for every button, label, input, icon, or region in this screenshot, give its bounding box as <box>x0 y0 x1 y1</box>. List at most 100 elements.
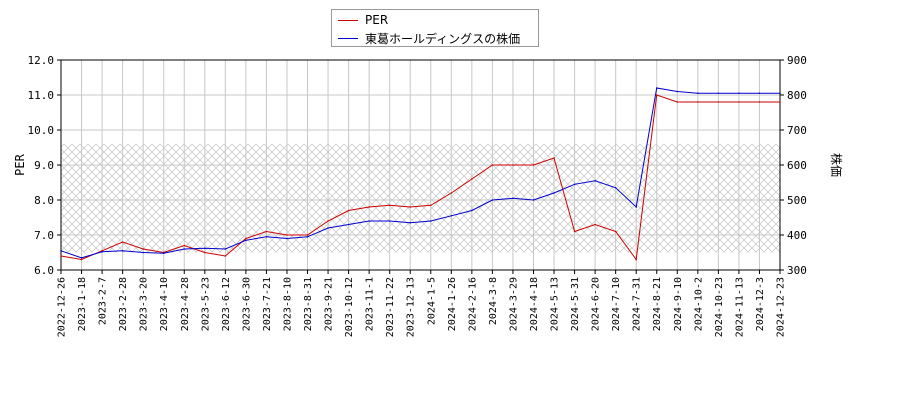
x-tick-label: 2023-8-10 <box>282 277 293 331</box>
x-tick-label: 2024-10-23 <box>714 277 725 337</box>
data-point-price <box>655 87 658 89</box>
data-point-price <box>450 214 453 217</box>
x-tick-label: 2024-5-31 <box>570 277 581 331</box>
data-point-price <box>717 92 720 95</box>
data-point-price <box>204 247 206 250</box>
data-point-per <box>450 192 453 194</box>
x-tick-label: 2023-8-31 <box>303 277 314 331</box>
x-tick-label: 2024-10-2 <box>693 277 704 331</box>
data-point-price <box>738 92 740 95</box>
legend: PER 東葛ホールディングスの株価 <box>331 9 539 47</box>
data-point-price <box>553 192 555 194</box>
data-point-per <box>347 209 350 212</box>
data-point-per <box>286 234 288 236</box>
data-point-per <box>532 164 535 166</box>
data-point-per <box>265 230 268 233</box>
data-point-per <box>183 244 186 247</box>
data-point-price <box>60 249 62 252</box>
y-left-tick-label: 6.0 <box>34 264 54 277</box>
data-point-per <box>614 230 617 233</box>
data-point-price <box>635 206 637 208</box>
data-point-per <box>142 248 144 250</box>
data-point-price <box>286 237 288 240</box>
legend-label-per: PER <box>365 13 389 27</box>
data-point-price <box>758 92 761 95</box>
data-point-price <box>676 90 679 93</box>
y-right-tick-label: 800 <box>787 89 807 102</box>
data-point-per <box>60 255 62 257</box>
data-point-per <box>738 101 740 103</box>
data-point-price <box>409 221 412 224</box>
x-tick-label: 2024-6-20 <box>591 277 602 331</box>
x-tick-label: 2024-9-10 <box>673 277 684 331</box>
x-tick-label: 2024-8-21 <box>652 277 663 331</box>
x-tick-label: 2023-3-20 <box>139 277 150 331</box>
data-point-per <box>409 206 412 208</box>
data-point-price <box>512 197 514 200</box>
data-point-per <box>512 164 514 166</box>
data-point-price <box>224 248 227 250</box>
data-point-per <box>327 220 329 222</box>
data-point-price <box>121 249 124 252</box>
data-point-price <box>162 252 165 254</box>
legend-label-price: 東葛ホールディングスの株価 <box>365 31 521 46</box>
data-point-per <box>121 241 124 243</box>
data-point-per <box>224 255 227 257</box>
y-right-axis-label: 株価 <box>829 153 844 177</box>
y-left-tick-label: 12.0 <box>28 54 55 67</box>
x-tick-label: 2024-7-10 <box>611 277 622 331</box>
legend-item-price: 東葛ホールディングスの株価 <box>338 30 520 46</box>
y-right-tick-label: 700 <box>787 124 807 137</box>
y-right-tick-label: 300 <box>787 264 807 277</box>
y-left-tick-label: 9.0 <box>34 159 54 172</box>
x-tick-label: 2024-3-29 <box>508 277 519 331</box>
data-point-price <box>614 186 617 189</box>
x-tick-label: 2023-10-12 <box>344 277 355 337</box>
data-point-per <box>471 178 473 180</box>
data-point-per <box>491 164 494 166</box>
x-tick-label: 2023-9-21 <box>324 277 335 331</box>
data-point-per <box>676 101 679 103</box>
x-tick-label: 2024-2-16 <box>467 277 478 331</box>
y-left-tick-label: 10.0 <box>28 124 55 137</box>
data-point-per <box>758 101 761 103</box>
data-point-price <box>471 209 473 212</box>
data-point-price <box>347 223 350 226</box>
legend-item-per: PER <box>338 12 388 28</box>
data-point-per <box>655 94 658 96</box>
x-tick-label: 2024-1-26 <box>447 277 458 331</box>
x-tick-label: 2024-12-3 <box>755 277 766 331</box>
data-point-price <box>306 235 309 238</box>
data-point-price <box>368 220 370 222</box>
y-right-tick-label: 400 <box>787 229 807 242</box>
x-tick-label: 2023-7-21 <box>262 277 273 331</box>
y-left-tick-label: 8.0 <box>34 194 54 207</box>
y-right-tick-label: 500 <box>787 194 807 207</box>
data-point-price <box>491 199 494 201</box>
data-point-per <box>779 101 781 103</box>
x-tick-label: 2023-11-22 <box>385 277 396 337</box>
x-tick-label: 2023-6-30 <box>241 277 252 331</box>
legend-swatch-per <box>338 19 358 21</box>
legend-swatch-price <box>338 37 358 39</box>
data-point-per <box>594 223 596 226</box>
data-point-per <box>697 101 699 103</box>
data-point-price <box>142 251 144 254</box>
x-tick-label: 2024-7-31 <box>632 277 643 331</box>
data-point-price <box>429 220 432 222</box>
data-point-per <box>388 204 391 207</box>
x-tick-label: 2023-12-13 <box>406 277 417 337</box>
x-tick-label: 2023-1-18 <box>77 277 88 331</box>
x-tick-label: 2023-6-12 <box>221 277 232 331</box>
x-tick-label: 2023-5-23 <box>200 277 211 331</box>
data-point-price <box>245 239 247 242</box>
data-point-price <box>532 199 535 201</box>
x-tick-label: 2023-2-7 <box>98 277 109 325</box>
data-point-price <box>573 183 576 186</box>
data-point-price <box>183 248 186 250</box>
x-tick-label: 2024-1-5 <box>426 277 437 325</box>
x-tick-label: 2023-11-1 <box>365 277 376 331</box>
x-tick-label: 2024-4-18 <box>529 277 540 331</box>
x-tick-label: 2023-4-28 <box>180 277 191 331</box>
